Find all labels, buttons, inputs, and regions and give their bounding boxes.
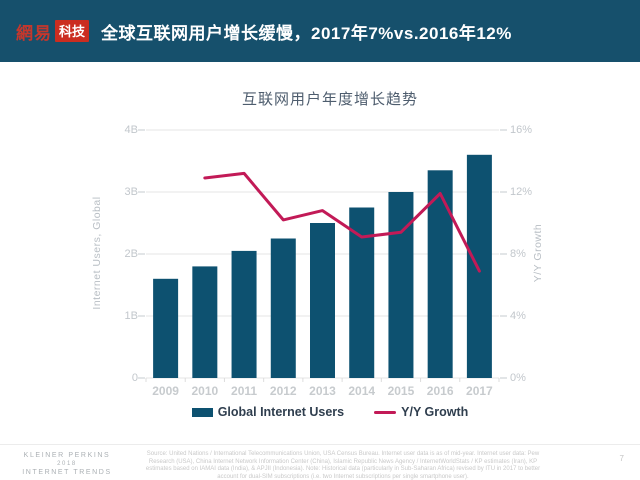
right-axis-tick-label: 8% [510, 247, 526, 260]
left-axis-tick-label: 1B [124, 309, 138, 322]
right-axis-tick-label: 0% [510, 371, 526, 384]
left-axis-tick-label: 3B [124, 185, 138, 198]
legend-label: Y/Y Growth [401, 405, 469, 419]
year-label-2016: 2016 [426, 384, 454, 398]
headline-title: 全球互联网用户增长缓慢，2017年7%vs.2016年12% [101, 23, 512, 43]
bar-2012 [270, 238, 296, 378]
left-axis-tick-label: 4B [124, 123, 138, 136]
bar-swatch-icon [191, 407, 213, 417]
brand-line: INTERNET TRENDS [22, 469, 112, 476]
right-axis-tick-label: 4% [510, 309, 526, 322]
footer-bar: KLEINER PERKINS 2018 INTERNET TRENDS Sou… [0, 444, 640, 480]
tech-logo-badge: 科技 [55, 20, 90, 42]
bar-2014 [349, 207, 375, 378]
line-swatch-icon [374, 410, 397, 414]
year-label-2014: 2014 [348, 384, 376, 398]
netease-tech-logo: 網易 科技 [16, 19, 90, 44]
year-label-2010: 2010 [191, 384, 219, 398]
source-note: Source: United Nations / International T… [145, 451, 541, 480]
kleiner-perkins-brand: KLEINER PERKINS 2018 INTERNET TRENDS [8, 451, 126, 477]
netease-logo-text: 網易 [16, 23, 52, 43]
bar-2015 [388, 192, 414, 378]
year-label-2009: 2009 [152, 384, 179, 398]
left-axis-tick-label: 2B [124, 247, 138, 260]
bar-2013 [310, 223, 335, 378]
plot-area [138, 129, 507, 382]
bar-2010 [192, 266, 218, 378]
legend-label: Global Internet Users [217, 405, 345, 419]
left-axis-tick-label: 0 [131, 371, 138, 384]
legend-item-yy-growth: Y/Y Growth [374, 405, 468, 419]
chart-title: 互联网用户年度增长趋势 [241, 91, 418, 108]
right-axis-tick-label: 16% [510, 123, 533, 136]
growth-line [203, 171, 481, 273]
page-number: 7 [619, 454, 624, 463]
bar-2011 [231, 250, 257, 378]
brand-line: 2018 [57, 461, 77, 467]
legend-item-global-internet-users: Global Internet Users [191, 405, 345, 419]
header-bar: 網易 科技 全球互联网用户增长缓慢，2017年7%vs.2016年12% [0, 0, 640, 62]
year-label-2013: 2013 [309, 384, 336, 398]
brand-line: KLEINER PERKINS [23, 452, 111, 459]
year-label-2012: 2012 [269, 384, 297, 398]
bar-2009 [153, 278, 179, 378]
right-axis-tick-label: 12% [510, 185, 533, 198]
chart-legend: Global Internet Users Y/Y Growth [146, 403, 514, 421]
bar-2017 [466, 154, 492, 378]
year-label-2017: 2017 [466, 384, 493, 398]
year-label-2011: 2011 [231, 384, 258, 398]
year-label-2015: 2015 [387, 384, 415, 398]
bar-2016 [427, 170, 453, 378]
